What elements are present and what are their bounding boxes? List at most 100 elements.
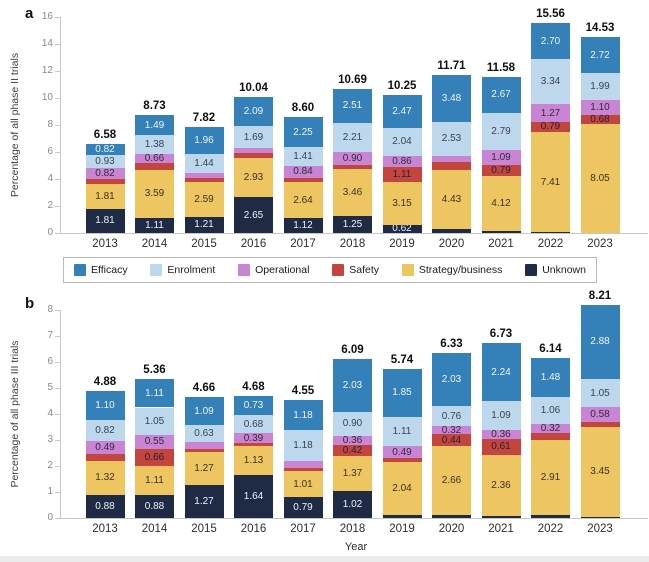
x-tick-label: 2021 — [488, 523, 514, 535]
bar-segment-safety-2016 — [234, 153, 273, 158]
bar-segment-strategy-business-2017 — [283, 471, 323, 498]
y-tick-mark — [55, 388, 60, 389]
bar-segment-unknown-2015 — [184, 484, 224, 518]
segment-value-label: 1.99 — [590, 81, 610, 93]
segment-value-label: 3.46 — [342, 187, 363, 199]
legend-label: Unknown — [542, 264, 586, 276]
y-tick-label: 5 — [47, 382, 53, 393]
segment-value-label: 1.85 — [392, 387, 412, 399]
segment-value-label: 2.66 — [441, 474, 462, 486]
segment-value-label: 2.70 — [540, 35, 561, 47]
x-axis-line — [60, 233, 648, 234]
bar-segment-operational-2023 — [580, 100, 620, 116]
bar-segment-efficacy-2017 — [283, 399, 323, 431]
segment-value-label: 1.96 — [194, 135, 214, 147]
bar-total-label: 15.56 — [536, 7, 565, 20]
segment-value-label: 1.81 — [95, 215, 115, 227]
segment-value-label: 1.27 — [194, 462, 214, 474]
bar-segment-safety-2020 — [432, 162, 471, 170]
bar-segment-safety-2014 — [135, 162, 174, 170]
x-tick-label: 2015 — [191, 523, 217, 535]
y-tick-label: 6 — [47, 356, 53, 367]
bar-segment-safety-2014 — [135, 449, 174, 467]
bottom-divider-strip — [0, 556, 649, 562]
segment-value-label: 0.42 — [342, 444, 363, 456]
bar-segment-efficacy-2022 — [531, 22, 570, 60]
segment-value-label: 0.66 — [144, 152, 165, 164]
bar-segment-unknown-2016 — [234, 197, 273, 233]
bar-segment-operational-2014 — [135, 153, 174, 163]
segment-value-label: 1.48 — [540, 372, 561, 384]
segment-value-label: 2.24 — [491, 366, 511, 378]
segment-value-label: 1.32 — [95, 472, 115, 484]
bar-segment-efficacy-2022 — [531, 358, 570, 397]
segment-value-label: 1.13 — [243, 455, 264, 467]
segment-value-label: 1.11 — [145, 387, 164, 399]
bar-segment-enrolment-2015 — [184, 153, 224, 174]
y-tick-label: 7 — [47, 330, 53, 341]
bar-segment-efficacy-2023 — [580, 36, 620, 74]
segment-value-label: 3.15 — [392, 197, 412, 209]
bar-segment-operational-2023 — [580, 406, 620, 422]
legend-item-operational: Operational — [238, 264, 309, 276]
bar-segment-safety-2019 — [382, 167, 422, 183]
y-tick-label: 0 — [47, 227, 53, 238]
y-tick-label: 12 — [41, 65, 53, 76]
bar-segment-enrolment-2021 — [481, 401, 521, 430]
segment-value-label: 1.64 — [243, 491, 264, 503]
bar-segment-enrolment-2019 — [382, 416, 422, 446]
segment-value-label: 2.64 — [293, 194, 313, 206]
bar-segment-unknown-2020 — [432, 514, 471, 518]
bar-segment-operational-2019 — [382, 155, 422, 168]
segment-value-label: 2.91 — [540, 472, 561, 484]
x-tick-label: 2017 — [290, 238, 316, 250]
segment-value-label: 1.21 — [194, 219, 214, 231]
segment-value-label: 3.34 — [540, 76, 561, 88]
segment-value-label: 1.06 — [540, 405, 561, 417]
bar-segment-safety-2017 — [283, 467, 323, 472]
segment-value-label: 4.12 — [491, 198, 511, 210]
bar-segment-unknown-2014 — [135, 218, 174, 233]
bar-segment-operational-2015 — [184, 173, 224, 178]
segment-value-label: 2.79 — [491, 126, 511, 138]
bar-total-label: 7.82 — [192, 112, 216, 125]
legend-item-efficacy: Efficacy — [74, 264, 128, 276]
unknown-swatch-icon — [525, 264, 538, 276]
y-tick-mark — [55, 44, 60, 45]
bar-segment-operational-2016 — [234, 148, 273, 154]
segment-value-label: 1.44 — [194, 158, 214, 170]
bar-segment-strategy-business-2020 — [432, 445, 471, 515]
segment-value-label: 2.65 — [243, 209, 264, 221]
segment-value-label: 2.93 — [243, 171, 264, 183]
bar-segment-efficacy-2021 — [481, 76, 521, 113]
bar-segment-strategy-business-2014 — [135, 169, 174, 218]
bar-segment-operational-2020 — [432, 425, 471, 435]
segment-value-label: 1.12 — [293, 219, 313, 231]
bar-segment-operational-2020 — [432, 156, 471, 163]
panel-a-y-axis-title: Percentage of all phase II trials — [9, 52, 21, 198]
legend-item-enrolment: Enrolment — [150, 264, 215, 276]
bar-segment-operational-2022 — [531, 424, 570, 433]
x-tick-label: 2018 — [339, 523, 366, 535]
bar-segment-enrolment-2020 — [432, 406, 471, 426]
bar-segment-strategy-business-2015 — [184, 451, 224, 485]
segment-value-label: 2.47 — [392, 105, 412, 117]
strategy-business-swatch-icon — [401, 264, 414, 276]
bar-segment-strategy-business-2013 — [85, 184, 125, 209]
bar-total-label: 11.58 — [486, 61, 516, 74]
segment-value-label: 1.81 — [95, 190, 115, 202]
bar-total-label: 10.04 — [239, 82, 268, 95]
segment-value-label: 1.41 — [293, 151, 313, 163]
x-tick-label: 2016 — [240, 523, 267, 535]
bar-segment-enrolment-2013 — [85, 155, 125, 168]
bar-total-label: 10.69 — [338, 73, 367, 86]
segment-value-label: 2.04 — [392, 136, 412, 148]
bar-segment-enrolment-2018 — [333, 412, 372, 436]
x-tick-label: 2019 — [389, 238, 415, 250]
segment-value-label: 0.32 — [441, 424, 462, 436]
panel-b-y-axis-title: Percentage of all phase III trials — [9, 340, 21, 488]
bar-segment-safety-2019 — [382, 458, 422, 463]
x-tick-label: 2015 — [191, 238, 217, 250]
bar-segment-operational-2017 — [283, 461, 323, 468]
